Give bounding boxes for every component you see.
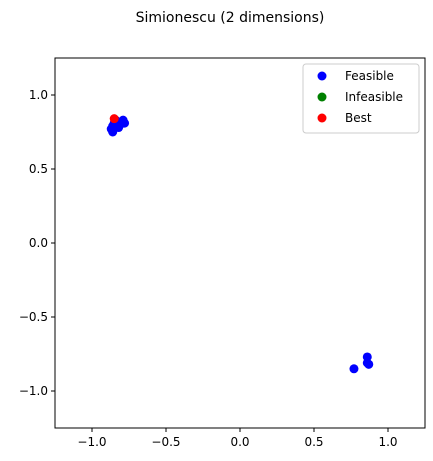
legend-label-feasible: Feasible: [345, 69, 394, 83]
x-tick-label: −0.5: [151, 435, 180, 449]
x-tick-label: 1.0: [378, 435, 397, 449]
x-axis: −1.0 −0.5 0.0 0.5 1.0: [77, 428, 397, 449]
legend-label-infeasible: Infeasible: [345, 90, 403, 104]
legend-marker-best: [318, 114, 327, 123]
y-axis: −1.0 −0.5 0.0 0.5 1.0: [19, 88, 55, 398]
x-tick-label: −1.0: [77, 435, 106, 449]
legend-label-best: Best: [345, 111, 372, 125]
feasible-point: [364, 360, 373, 369]
legend: Feasible Infeasible Best: [303, 64, 419, 133]
legend-marker-feasible: [318, 72, 327, 81]
feasible-point: [120, 119, 129, 128]
y-tick-label: −0.5: [19, 310, 48, 324]
points-layer: [107, 114, 374, 373]
x-tick-label: 0.5: [304, 435, 323, 449]
best-point: [110, 114, 119, 123]
y-tick-label: 0.0: [29, 236, 48, 250]
y-tick-label: 1.0: [29, 88, 48, 102]
legend-marker-infeasible: [318, 93, 327, 102]
x-tick-label: 0.0: [230, 435, 249, 449]
feasible-point: [349, 364, 358, 373]
y-tick-label: −1.0: [19, 384, 48, 398]
y-tick-label: 0.5: [29, 162, 48, 176]
chart-title: Simionescu (2 dimensions): [136, 10, 325, 26]
